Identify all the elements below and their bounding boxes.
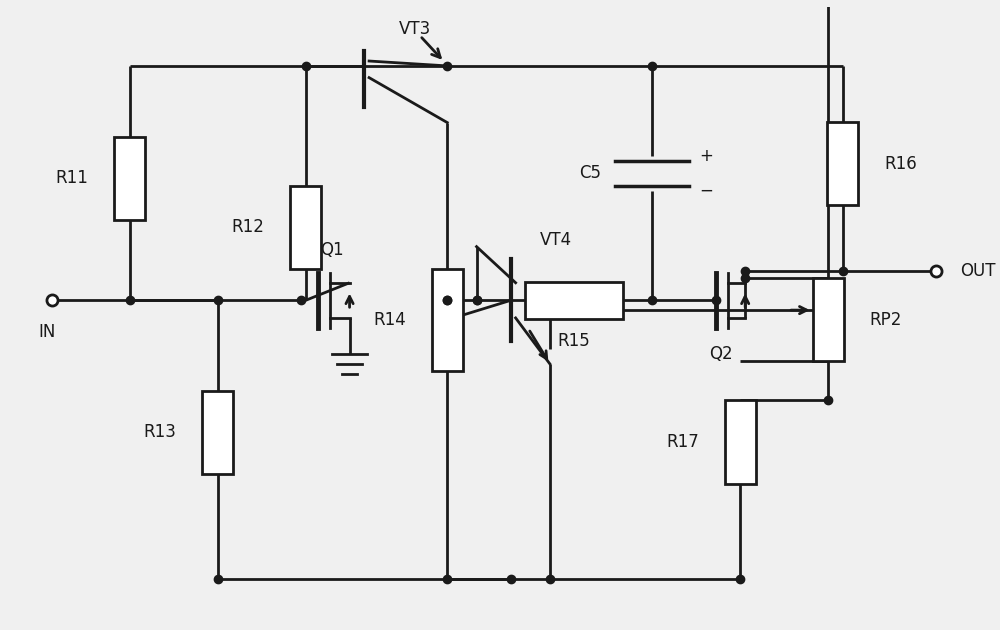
Bar bbox=[432, 268, 463, 371]
Text: −: − bbox=[699, 182, 713, 200]
Text: R13: R13 bbox=[144, 423, 177, 441]
Bar bbox=[725, 401, 756, 483]
Text: VT3: VT3 bbox=[398, 20, 431, 38]
Bar bbox=[525, 282, 623, 319]
Bar bbox=[290, 186, 321, 268]
Bar bbox=[813, 278, 844, 362]
Text: R15: R15 bbox=[558, 333, 591, 350]
Text: RP2: RP2 bbox=[869, 311, 902, 329]
Text: +: + bbox=[699, 147, 713, 165]
Text: Q2: Q2 bbox=[709, 345, 733, 363]
Bar bbox=[202, 391, 233, 474]
Text: IN: IN bbox=[38, 323, 55, 341]
Text: C5: C5 bbox=[580, 164, 602, 182]
Bar bbox=[827, 122, 858, 205]
Bar bbox=[114, 137, 145, 220]
Text: R12: R12 bbox=[232, 218, 265, 236]
Text: Q1: Q1 bbox=[320, 241, 344, 258]
Text: R17: R17 bbox=[667, 433, 699, 451]
Text: R14: R14 bbox=[373, 311, 406, 329]
Text: R16: R16 bbox=[884, 154, 917, 173]
Text: OUT: OUT bbox=[960, 262, 996, 280]
Text: VT4: VT4 bbox=[540, 231, 572, 249]
Text: R11: R11 bbox=[56, 169, 89, 187]
